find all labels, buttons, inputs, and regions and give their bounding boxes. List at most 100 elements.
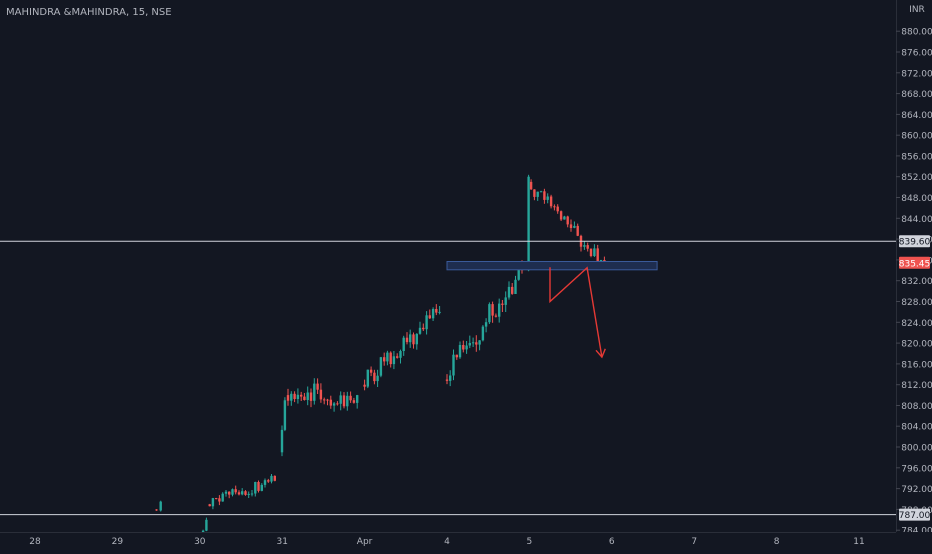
candle-body: [449, 375, 452, 381]
candle-body: [231, 489, 234, 495]
candle-body: [332, 403, 336, 406]
current-price-badge-label: 835.45: [899, 259, 931, 269]
candle-body: [465, 345, 468, 350]
price-tick-label: 868.00: [901, 90, 932, 100]
current-price-badge: [899, 256, 930, 269]
candle-body: [257, 482, 260, 491]
candle-body: [300, 394, 303, 397]
resistance-price-badge: [899, 235, 930, 248]
candle-body: [247, 493, 250, 495]
price-tick-label: 808.00: [901, 402, 932, 412]
candle-body: [514, 279, 517, 294]
candle-body: [412, 334, 415, 345]
price-tick-label: 804.00: [901, 423, 932, 433]
candle-body: [553, 206, 556, 208]
candle-body: [346, 395, 349, 407]
candle-body: [402, 337, 405, 351]
candle-body: [270, 475, 273, 482]
candle-body: [352, 400, 356, 403]
candle-body: [267, 480, 270, 482]
candle-body: [583, 245, 586, 247]
candle-body: [415, 333, 418, 345]
candle-body: [376, 375, 379, 382]
candle-body: [208, 504, 211, 507]
candle-body: [273, 475, 276, 481]
candle-body: [363, 384, 366, 387]
candle-body: [215, 498, 218, 500]
candle-body: [296, 394, 300, 399]
price-tick-label: 820.00: [901, 340, 932, 350]
time-axis[interactable]: 28 29 30 31 Apr 4 5 6 7 8 11: [0, 532, 932, 550]
candle-body: [405, 337, 409, 343]
price-axis[interactable]: 784.00788.00792.00796.00800.00804.00808.…: [896, 28, 932, 537]
price-tick-label: 844.00: [901, 215, 932, 225]
candle-body: [286, 395, 290, 401]
candle-body: [329, 399, 332, 406]
candle-body: [205, 519, 208, 531]
candle-body: [159, 501, 162, 511]
candle-body: [396, 356, 399, 358]
candle-body: [306, 392, 309, 400]
candle-body: [263, 480, 267, 485]
price-tick-label: 796.00: [901, 464, 932, 474]
candle-body: [336, 403, 339, 405]
candle-body: [478, 340, 481, 345]
price-tick-label: 860.00: [901, 132, 932, 142]
projection-path[interactable]: [549, 266, 603, 358]
candle-body: [576, 225, 579, 236]
time-tick-label: Apr: [357, 537, 373, 547]
candle-body: [491, 304, 494, 316]
candle-body: [218, 498, 221, 502]
candle-body: [293, 393, 296, 399]
candle-body: [389, 352, 392, 365]
candle-body: [488, 304, 491, 323]
candle-body: [539, 191, 543, 193]
candle-body: [468, 343, 471, 346]
time-tick-label: 8: [774, 537, 780, 547]
candle-body: [593, 248, 596, 256]
time-tick-label: 6: [609, 537, 615, 547]
candle-body: [507, 286, 511, 298]
time-tick-label: 28: [29, 537, 41, 547]
candle-body: [155, 509, 158, 511]
candle-body: [326, 399, 329, 401]
candle-body: [452, 354, 455, 376]
candle-body: [559, 211, 563, 220]
price-tick-label: 828.00: [901, 298, 932, 308]
candle-body: [228, 491, 231, 495]
candle-body: [501, 303, 504, 305]
candle-body: [517, 265, 520, 280]
candle-body: [462, 345, 465, 350]
price-tick-label: 800.00: [901, 444, 932, 454]
candle-body: [445, 379, 449, 381]
candle-body: [369, 369, 373, 373]
candle-body: [319, 389, 323, 400]
candle-body: [366, 369, 369, 387]
candle-body: [280, 429, 284, 453]
candle-body: [498, 303, 501, 317]
candle-body: [455, 354, 458, 358]
candle-body: [409, 334, 412, 343]
candle-body: [428, 315, 431, 319]
candle-body: [494, 315, 498, 317]
supply-zone-rectangle[interactable]: [446, 261, 658, 271]
candle-body: [339, 395, 342, 404]
candle-body: [563, 216, 566, 220]
candle-body: [250, 493, 254, 495]
candle-body: [260, 484, 263, 491]
overlays-layer: [0, 240, 896, 516]
candle-body: [481, 326, 485, 341]
candle-body: [596, 248, 599, 266]
time-tick-label: 11: [853, 537, 864, 547]
candle-body: [431, 309, 435, 319]
candle-body: [425, 315, 428, 330]
price-tick-label: 824.00: [901, 319, 932, 329]
candle-body: [418, 327, 422, 334]
candle-body: [435, 309, 438, 313]
resistance-price-badge-label: 839.60: [899, 238, 931, 248]
time-tick-label: 5: [527, 537, 533, 547]
projection-arrowhead: [595, 348, 606, 359]
